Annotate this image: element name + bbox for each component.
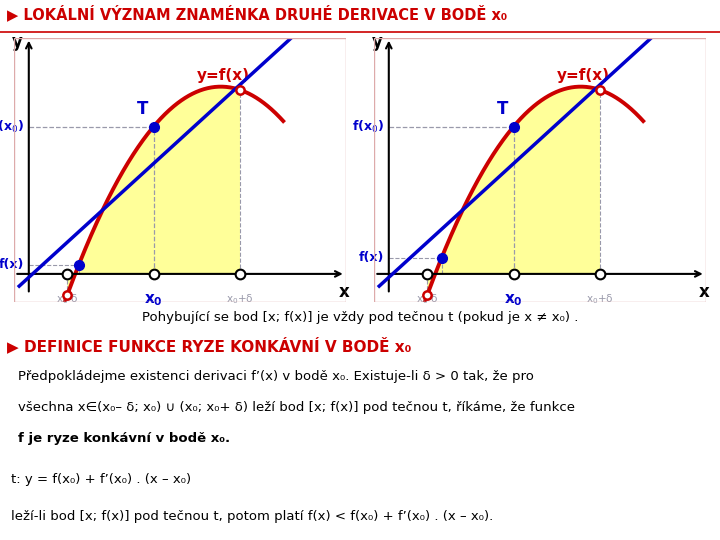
Text: f(x$_0$): f(x$_0$) <box>352 118 384 134</box>
Text: T: T <box>136 100 148 118</box>
Text: y=f(x): y=f(x) <box>197 68 250 83</box>
Text: T: T <box>496 100 508 118</box>
Text: f(x): f(x) <box>0 259 24 272</box>
Text: leží-li bod [x; f(x)] pod tečnou t, potom platí f(x) < f(x₀) + f’(x₀) . (x – x₀): leží-li bod [x; f(x)] pod tečnou t, poto… <box>11 510 493 523</box>
Text: f je ryze konkávní v bodě x₀.: f je ryze konkávní v bodě x₀. <box>18 433 230 446</box>
Polygon shape <box>67 86 240 295</box>
Text: y=f(x): y=f(x) <box>557 68 610 83</box>
Text: t: y = f(x₀) + f’(x₀) . (x – x₀): t: y = f(x₀) + f’(x₀) . (x – x₀) <box>11 473 191 486</box>
Text: x: x <box>698 283 709 301</box>
Text: y: y <box>12 33 23 51</box>
Text: ▶ DEFINICE FUNKCE RYZE KONKÁVNÍ V BODĚ x₀: ▶ DEFINICE FUNKCE RYZE KONKÁVNÍ V BODĚ x… <box>7 337 412 354</box>
Text: $\mathbf{x_0}$: $\mathbf{x_0}$ <box>504 292 523 307</box>
Text: všechna x∈(x₀– δ; x₀) ∪ (x₀; x₀+ δ) leží bod [x; f(x)] pod tečnou t, říkáme, že : všechna x∈(x₀– δ; x₀) ∪ (x₀; x₀+ δ) leží… <box>18 401 575 414</box>
Text: x$_0$-δ: x$_0$-δ <box>56 292 78 306</box>
Polygon shape <box>427 86 600 295</box>
Text: f(x$_0$): f(x$_0$) <box>0 118 24 134</box>
Text: x$_0$+δ: x$_0$+δ <box>586 292 614 306</box>
Text: x$_0$+δ: x$_0$+δ <box>226 292 254 306</box>
Text: f(x): f(x) <box>359 251 384 264</box>
Text: Pohybující se bod [x; f(x)] je vždy pod tečnou t (pokud je x ≠ x₀) .: Pohybující se bod [x; f(x)] je vždy pod … <box>142 310 578 324</box>
Text: $\mathbf{x_0}$: $\mathbf{x_0}$ <box>144 292 163 307</box>
Text: y: y <box>372 33 383 51</box>
Text: x: x <box>338 283 349 301</box>
Text: Předpokládejme existenci derivaci f’(x) v bodě x₀. Existuje-li δ > 0 tak, že pro: Předpokládejme existenci derivaci f’(x) … <box>18 370 534 383</box>
Text: ▶ LOKÁLNÍ VÝZNAM ZNAMÉNKA DRUHÉ DERIVACE V BODĚ x₀: ▶ LOKÁLNÍ VÝZNAM ZNAMÉNKA DRUHÉ DERIVACE… <box>7 5 508 22</box>
Text: x$_0$-δ: x$_0$-δ <box>416 292 438 306</box>
